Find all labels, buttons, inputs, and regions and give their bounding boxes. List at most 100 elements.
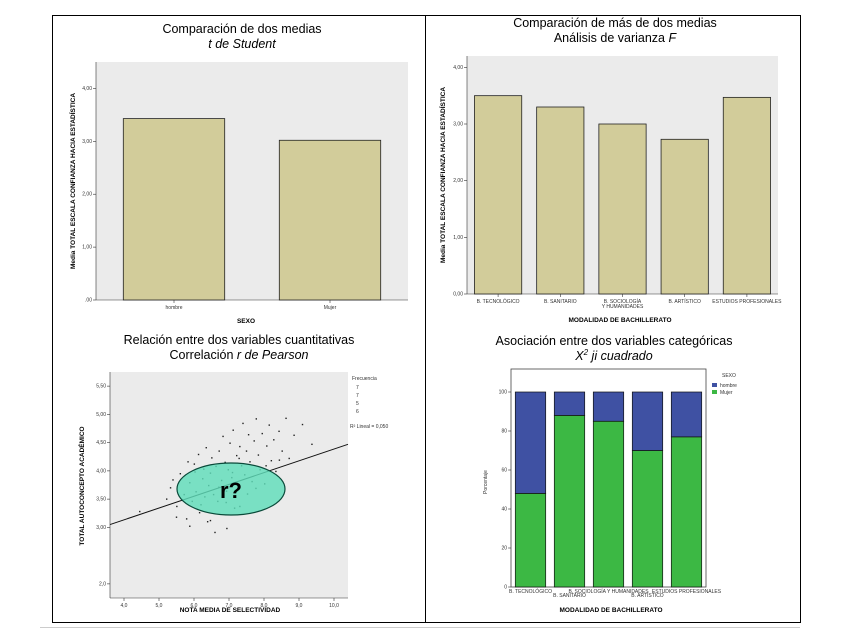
figure-frame	[52, 15, 801, 623]
panel-chisquare-title: Asociación entre dos variables categóric…	[496, 334, 733, 348]
panel-pearson-title: Relación entre dos variables cuantitativ…	[124, 333, 355, 347]
correlation-ellipse	[176, 462, 286, 516]
panel-ttest-y-label: Media TOTAL ESCALA CONFIANZA HACIA ESTAD…	[68, 93, 77, 269]
scatter-point	[211, 457, 213, 459]
x-tick-label: 8,0	[261, 603, 268, 609]
y-tick-label: 1,00	[453, 235, 463, 241]
panel-anova-subtitle: Análisis de varianza F	[554, 31, 678, 45]
stacked-bar-segment	[553, 391, 586, 416]
scatter-point	[285, 417, 287, 420]
scatter-point	[238, 457, 240, 460]
scatter-point	[198, 511, 201, 514]
panel-anova-title: Comparación de más de dos medias	[513, 16, 717, 30]
chisquare-legend-hombre: hombre	[720, 383, 737, 389]
chisquare-legend-swatch-hombre	[712, 383, 717, 387]
panel-anova-y-label: Media TOTAL ESCALA CONFIANZA HACIA ESTAD…	[438, 87, 447, 263]
x-tick-label: B. TECNOLÓGICO	[477, 298, 520, 305]
scatter-point	[270, 460, 273, 462]
y-tick-label: 5,00	[96, 412, 106, 418]
y-tick-label: 1,00	[82, 245, 92, 251]
panel-chisquare-y-label: Porcentaje	[483, 470, 489, 494]
x-tick-label: B. SANITARIO	[544, 299, 577, 305]
bar	[536, 106, 585, 295]
y-tick-label: 3,50	[96, 497, 106, 503]
x-tick-label: B. SOCIOLOGÍA Y HUMANIDADES	[568, 588, 649, 595]
scatter-point	[176, 505, 178, 508]
scatter-point	[172, 479, 174, 481]
scatter-point	[185, 518, 188, 520]
panel-pearson-legend: Frecuencia 7 7 5 6 R² Lineal = 0,050	[350, 376, 388, 430]
chisquare-legend-mujer: Mujer	[720, 390, 733, 396]
y-tick-label: 60	[501, 468, 507, 474]
scatter-point	[193, 463, 196, 465]
scatter-point	[239, 445, 241, 448]
y-tick-label: 2,0	[99, 581, 106, 587]
x-tick-label: B. ARTÍSTICO	[668, 298, 701, 305]
scatter-point	[226, 527, 228, 530]
scatter-point	[273, 439, 275, 441]
x-tick-label: 9,0	[296, 603, 303, 609]
pearson-legend-item: 7	[356, 393, 359, 399]
y-tick-label: 40	[501, 507, 507, 513]
x-tick-label: 7,0	[226, 603, 233, 609]
x-tick-label: ESTUDIOS PROFESIONALES	[712, 299, 782, 305]
chisquare-legend-swatch-mujer	[712, 390, 717, 394]
x-tick-label: B. SANITARIO	[553, 593, 586, 599]
x-tick-label: B. ARTÍSTICO	[631, 592, 664, 599]
scatter-point	[189, 525, 191, 527]
y-tick-label: 4,00	[96, 468, 106, 474]
scatter-point	[247, 434, 250, 436]
scatter-point	[222, 435, 224, 438]
x-tick-label: Mujer	[324, 305, 337, 311]
y-tick-label: 20	[501, 546, 507, 552]
x-tick-label: 10,0	[329, 603, 339, 609]
x-tick-label: Y HUMANIDADES	[602, 304, 644, 310]
scatter-point	[166, 498, 168, 500]
stacked-bar-segment	[592, 420, 625, 588]
y-tick-label: 100	[499, 390, 508, 396]
scatter-point	[242, 422, 244, 425]
scatter-point	[229, 442, 231, 444]
scatter-point	[249, 461, 251, 463]
scatter-point	[301, 423, 304, 426]
bar	[660, 138, 709, 295]
panel-pearson-x-label: NOTA MEDIA DE SELECTIVIDAD	[180, 607, 281, 614]
scatter-point	[293, 434, 295, 436]
scatter-point	[206, 521, 209, 523]
pearson-legend-item: 6	[356, 409, 359, 415]
scatter-point	[214, 531, 216, 534]
scatter-point	[278, 430, 280, 433]
scatter-point	[232, 429, 234, 431]
scatter-point	[187, 461, 189, 463]
x-tick-label: B. TECNOLÓGICO	[509, 588, 552, 595]
stacked-bar-segment	[592, 391, 625, 422]
x-tick-label: 6,0	[191, 603, 198, 609]
panel-anova: Comparación de más de dos medias Análisi…	[438, 16, 782, 324]
y-tick-label: 4,00	[453, 65, 463, 71]
x-tick-label: hombre	[166, 305, 183, 311]
scatter-point	[281, 450, 283, 452]
stacked-bar-segment	[670, 436, 703, 588]
stacked-bar-segment	[514, 493, 547, 588]
panel-chisquare: Asociación entre dos variables categóric…	[483, 334, 737, 614]
scatter-point	[278, 459, 281, 461]
scatter-point	[169, 487, 172, 489]
y-tick-label: 4,50	[96, 440, 106, 446]
x-tick-label: ESTUDIOS PROFESIONALES	[652, 589, 722, 595]
panel-pearson-subtitle: Correlación r de Pearson	[170, 348, 309, 362]
stacked-bar-segment	[514, 391, 547, 494]
y-tick-label: 0	[504, 585, 507, 591]
scatter-point	[265, 465, 267, 467]
y-tick-label: .00	[85, 298, 92, 304]
y-tick-label: 4,00	[82, 86, 92, 92]
scatter-point	[218, 450, 220, 452]
stacked-bar-segment	[631, 450, 664, 588]
panel-chisquare-subtitle: X2 ji cuadrado	[574, 348, 652, 363]
panel-pearson-y-label: TOTAL AUTOCONCEPTO ACADÉMICO	[77, 426, 86, 545]
stacked-bar-segment	[670, 391, 703, 438]
panel-ttest: Comparación de dos medias t de Student M…	[68, 22, 408, 325]
bar	[598, 123, 647, 295]
x-tick-label: 4,0	[121, 603, 128, 609]
scatter-point	[209, 519, 212, 522]
